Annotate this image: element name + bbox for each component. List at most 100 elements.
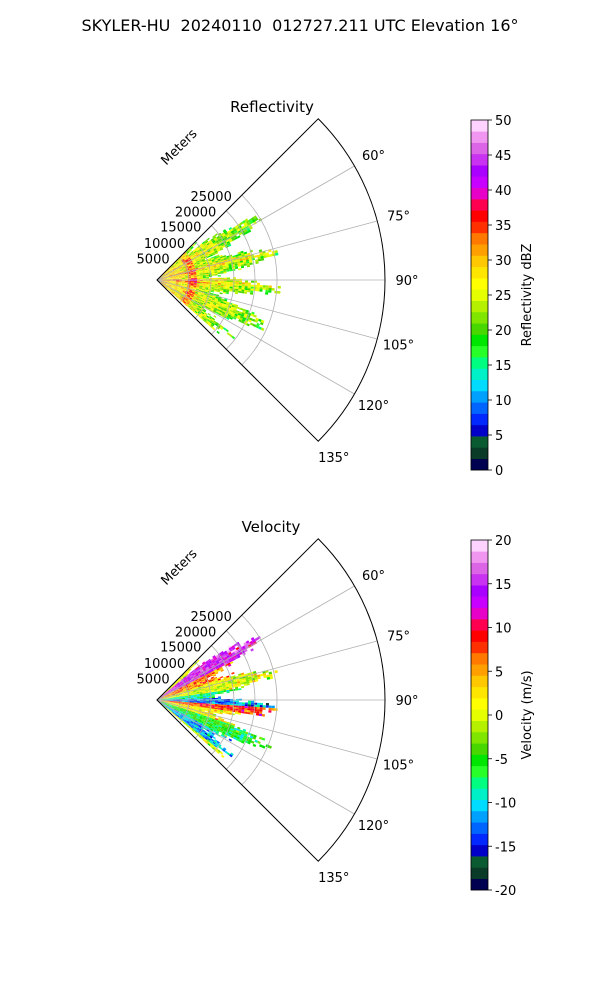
radar-cell bbox=[179, 260, 182, 264]
radar-cell bbox=[250, 290, 254, 293]
radar-cell bbox=[166, 689, 170, 692]
radar-cell bbox=[247, 290, 251, 293]
radar-cell bbox=[194, 266, 198, 268]
radar-cell bbox=[214, 689, 218, 691]
radar-cell bbox=[235, 738, 240, 741]
radar-cell bbox=[202, 298, 206, 301]
radar-cell bbox=[241, 254, 245, 257]
radar-cell bbox=[166, 275, 170, 277]
radar-cell bbox=[225, 263, 229, 266]
radar-cell bbox=[240, 262, 244, 265]
radar-cell bbox=[202, 319, 206, 323]
radar-cell bbox=[209, 320, 213, 324]
radar-cell bbox=[173, 294, 177, 297]
radar-cell bbox=[190, 670, 194, 674]
radar-cell bbox=[190, 703, 194, 705]
radar-cell bbox=[169, 274, 172, 276]
radar-cell bbox=[169, 273, 172, 276]
radar-cell bbox=[190, 256, 194, 259]
radar-cell bbox=[188, 278, 191, 280]
radar-cell bbox=[160, 697, 164, 699]
radar-cell bbox=[163, 277, 167, 279]
colorbar-swatch bbox=[471, 176, 488, 189]
radar-cell bbox=[175, 704, 179, 706]
radar-cell bbox=[163, 700, 167, 702]
radar-cell bbox=[183, 709, 187, 711]
radar-cell bbox=[246, 642, 251, 646]
radar-cell bbox=[221, 304, 226, 308]
radar-cell bbox=[174, 707, 178, 710]
radar-cell bbox=[237, 264, 241, 267]
radar-cell bbox=[257, 635, 261, 640]
radar-cell bbox=[207, 663, 211, 667]
radar-cell bbox=[195, 291, 199, 293]
radar-cell bbox=[197, 721, 201, 724]
radar-cell bbox=[230, 726, 235, 730]
radar-cell bbox=[184, 697, 188, 698]
azimuth-tick-label: 60° bbox=[362, 149, 385, 164]
radar-cell bbox=[171, 265, 174, 268]
radar-cell bbox=[185, 254, 188, 257]
radar-cell bbox=[207, 307, 211, 310]
radar-cell bbox=[256, 289, 260, 292]
radar-cell bbox=[235, 311, 239, 315]
radar-cell bbox=[244, 253, 248, 257]
range-tick-label: 25000 bbox=[190, 610, 231, 625]
radar-cell bbox=[172, 703, 176, 705]
radar-cell bbox=[195, 729, 199, 732]
radar-cell bbox=[178, 696, 182, 697]
radar-cell bbox=[196, 295, 200, 298]
radar-cell bbox=[214, 271, 218, 274]
radar-cell bbox=[175, 281, 179, 282]
radar-cell bbox=[193, 701, 197, 703]
radar-cell bbox=[227, 734, 231, 737]
radar-cell bbox=[169, 267, 172, 270]
radar-cell bbox=[189, 306, 193, 310]
radar-cell bbox=[182, 688, 186, 690]
radar-cell bbox=[238, 739, 242, 743]
radar-cell bbox=[191, 700, 194, 702]
radar-cell bbox=[178, 297, 182, 300]
radar-cell bbox=[217, 243, 222, 247]
radar-cell bbox=[169, 282, 173, 284]
radar-cell bbox=[171, 271, 174, 273]
radar-cell bbox=[198, 252, 202, 255]
radar-cell bbox=[222, 311, 226, 315]
radar-cell bbox=[247, 284, 251, 287]
radar-cell bbox=[169, 282, 173, 284]
radar-cell bbox=[183, 708, 187, 711]
radar-cell bbox=[223, 315, 227, 319]
radar-cell bbox=[189, 297, 193, 300]
radar-cell bbox=[176, 262, 180, 265]
radar-cell bbox=[241, 702, 245, 705]
radar-cell bbox=[225, 724, 229, 727]
radar-cell bbox=[166, 703, 169, 706]
radar-cell bbox=[190, 277, 194, 279]
radar-cell bbox=[188, 686, 192, 689]
radar-cell bbox=[249, 260, 253, 263]
radar-cell bbox=[186, 708, 190, 711]
radar-cell bbox=[238, 268, 242, 271]
radar-cell bbox=[184, 672, 187, 676]
radar-cell bbox=[180, 691, 184, 693]
radar-cell bbox=[194, 712, 198, 715]
radar-cell bbox=[180, 714, 184, 717]
radar-cell bbox=[202, 272, 206, 274]
radar-cell bbox=[160, 700, 164, 702]
radar-cell bbox=[188, 712, 192, 715]
radar-cell bbox=[202, 691, 206, 693]
radar-cell bbox=[162, 704, 165, 707]
radar-cell bbox=[263, 675, 267, 679]
radar-cell bbox=[198, 678, 202, 681]
radar-cell bbox=[175, 705, 178, 707]
radar-cell bbox=[177, 288, 180, 291]
radar-cell bbox=[179, 261, 183, 264]
radar-cell bbox=[191, 684, 195, 687]
radar-cell bbox=[212, 305, 216, 308]
azimuth-tick-label: 90° bbox=[395, 274, 418, 289]
radar-cell bbox=[172, 704, 176, 706]
radar-cell bbox=[160, 275, 163, 278]
radar-cell bbox=[164, 691, 168, 694]
radar-cell bbox=[202, 285, 206, 287]
radar-cell bbox=[182, 687, 186, 690]
